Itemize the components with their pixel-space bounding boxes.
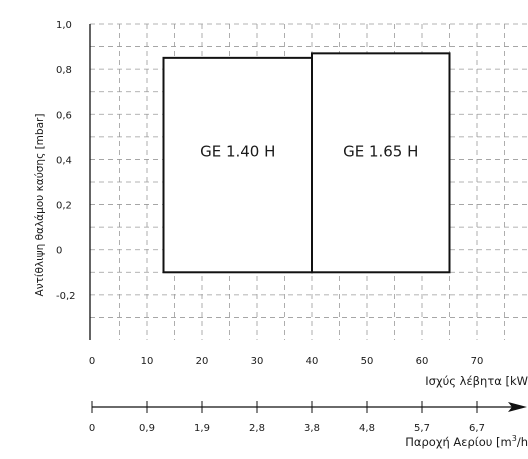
x2-tick-label: 5,7 <box>414 423 430 434</box>
x2-tick-label: 4,8 <box>359 423 375 434</box>
arrow-icon <box>508 402 527 412</box>
y-tick-label: 0 <box>56 246 62 257</box>
x-tick-label: 0 <box>89 356 95 367</box>
y-tick-label: 0,4 <box>56 155 72 166</box>
x2-tick-label: 2,8 <box>249 423 265 434</box>
y-tick-labels: 1,0 0,8 0,6 0,4 0,2 0 -0,2 <box>56 20 76 302</box>
y-tick-label: 0,8 <box>56 65 72 76</box>
x2-tick-label: 0,9 <box>139 423 155 434</box>
x-tick-label: 10 <box>141 356 154 367</box>
gas-flow-axis: 0 0,9 1,9 2,8 3,8 4,8 5,7 6,7 <box>89 401 527 434</box>
x-tick-label: 60 <box>416 356 429 367</box>
region-rect-2 <box>311 52 451 274</box>
x-tick-label: 40 <box>306 356 319 367</box>
regions: GE 1.40 H GE 1.65 H <box>162 52 451 274</box>
x2-axis-label: Παροχή Αερίου [m3/h <box>405 434 528 449</box>
x-tick-label: 30 <box>251 356 264 367</box>
x-tick-labels: 0 10 20 30 40 50 60 70 <box>89 356 484 367</box>
y-axis-label: Αντίθλιψη θαλάμου καύσης [mbar] <box>34 114 46 297</box>
y-tick-label: 0,2 <box>56 201 72 212</box>
y-tick-label: 1,0 <box>56 20 72 31</box>
x2-tick-label: 0 <box>89 423 95 434</box>
region-label-1: GE 1.40 H <box>200 142 275 160</box>
y-tick-label: 0,6 <box>56 110 72 121</box>
x-tick-label: 70 <box>471 356 484 367</box>
region-label-2: GE 1.65 H <box>343 142 418 160</box>
x2-tick-label: 1,9 <box>194 423 210 434</box>
x-tick-label: 20 <box>196 356 209 367</box>
x-axis-label: Ισχύς λέβητα [kW <box>425 374 528 388</box>
x-tick-label: 50 <box>361 356 374 367</box>
x2-tick-label: 6,7 <box>469 423 485 434</box>
region-rect-1 <box>162 56 313 274</box>
y-tick-label: -0,2 <box>56 291 76 302</box>
x2-tick-label: 3,8 <box>304 423 320 434</box>
